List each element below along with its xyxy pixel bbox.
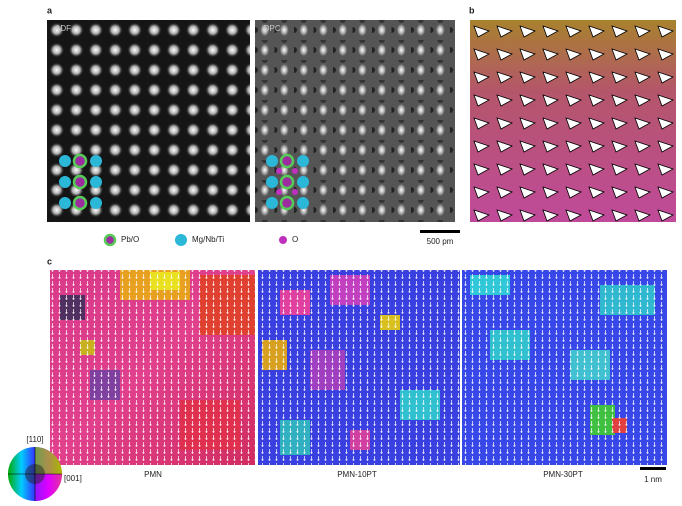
image-label: ADF [55, 24, 71, 33]
pmn-map [50, 270, 255, 465]
legend-label: Mg/Nb/Ti [192, 235, 224, 244]
image-label: iDPC [262, 24, 281, 33]
panel-label: b [469, 5, 475, 15]
legend-label: Pb/O [121, 235, 139, 244]
wheel-label: [110] [26, 435, 43, 444]
image-label: PMN [144, 470, 162, 479]
scale-label: 500 pm [427, 237, 454, 246]
scale-bar [640, 467, 666, 470]
color-wheel [8, 447, 62, 501]
polarization-arrows [470, 20, 676, 222]
scale-label: 1 nm [644, 475, 662, 484]
pmn-10pt-map [258, 270, 460, 465]
image-label: PMN-10PT [337, 470, 377, 479]
idpc-image [255, 20, 455, 222]
atom-overlay [59, 153, 309, 211]
pmn-30pt-map [462, 270, 667, 465]
panel-label: a [47, 5, 53, 15]
scale-bar [420, 230, 460, 233]
legend: Pb/O Mg/Nb/Ti O [103, 233, 298, 247]
panel-label: c [47, 256, 52, 266]
adf-image [47, 20, 250, 222]
wheel-label: [001] [64, 474, 82, 483]
image-label: PMN-30PT [543, 470, 583, 479]
legend-label: O [292, 235, 298, 244]
